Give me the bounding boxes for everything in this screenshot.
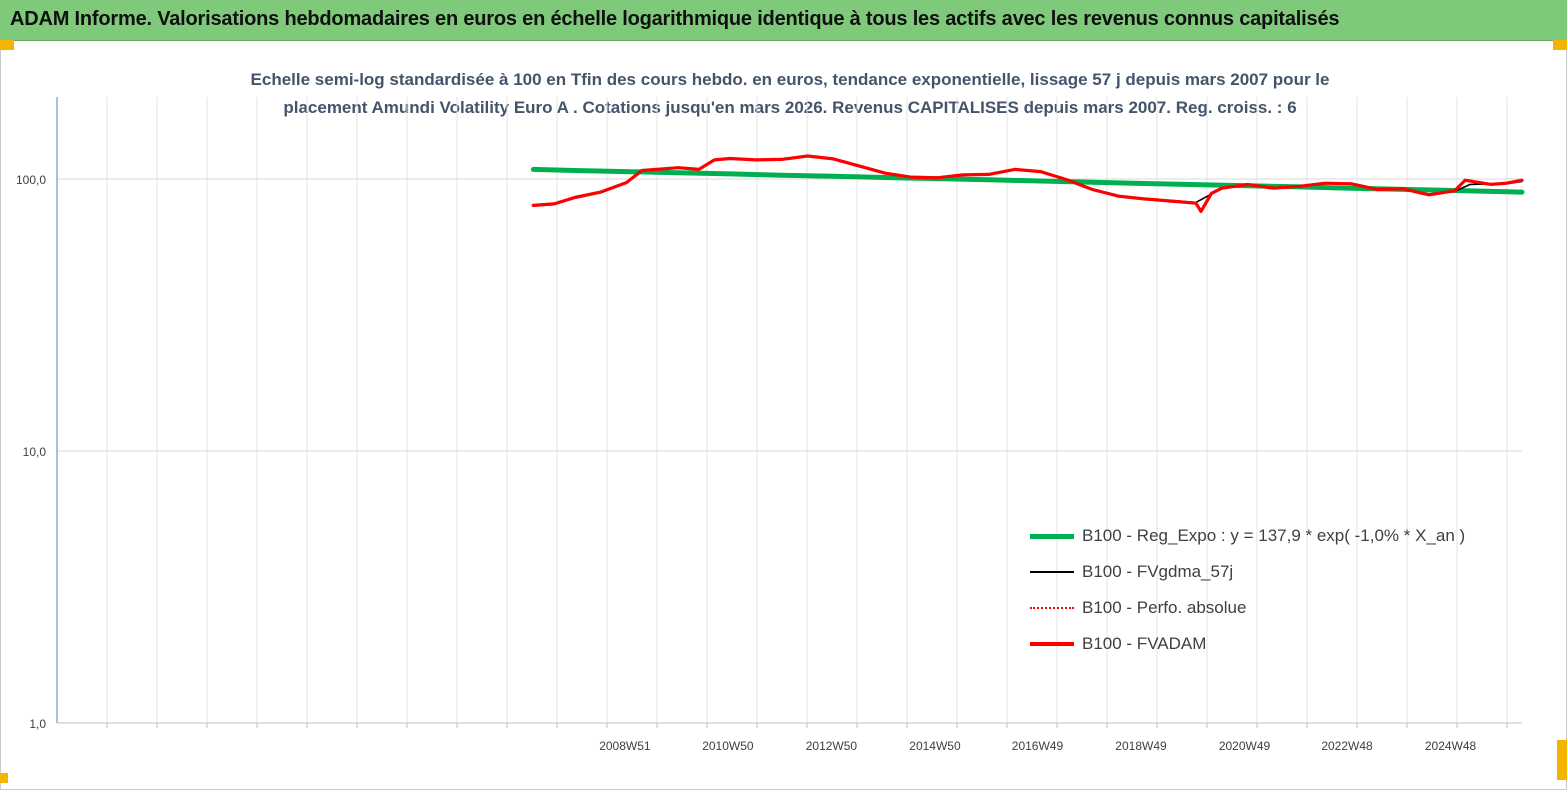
chart-legend: B100 - Reg_Expo : y = 137,9 * exp( -1,0%… bbox=[1030, 518, 1465, 662]
x-tick-label: 2012W50 bbox=[806, 739, 858, 753]
legend-item-perfo-absolue: B100 - Perfo. absolue bbox=[1030, 590, 1465, 626]
legend-swatch bbox=[1030, 571, 1074, 573]
chart-title-line-1: Echelle semi-log standardisée à 100 en T… bbox=[250, 70, 1330, 89]
chart-title: Echelle semi-log standardisée à 100 en T… bbox=[140, 66, 1440, 122]
y-tick-label: 100,0 bbox=[16, 173, 46, 187]
x-tick-label: 2014W50 bbox=[909, 739, 961, 753]
series-fvadam-line bbox=[531, 154, 1524, 213]
legend-label: B100 - Perfo. absolue bbox=[1082, 598, 1247, 617]
x-tick-label: 2022W48 bbox=[1321, 739, 1373, 753]
chart-title-line-2: placement Amundi Volatility Euro A . Cot… bbox=[283, 98, 1297, 117]
legend-swatch bbox=[1030, 607, 1074, 609]
legend-swatch bbox=[1030, 533, 1074, 539]
legend-item-fvadam: B100 - FVADAM bbox=[1030, 626, 1465, 662]
y-tick-label: 1,0 bbox=[29, 717, 46, 731]
x-tick-label: 2018W49 bbox=[1115, 739, 1167, 753]
corner-marker-top-left bbox=[0, 40, 14, 50]
x-tick-label: 2010W50 bbox=[702, 739, 754, 753]
legend-label: B100 - FVADAM bbox=[1082, 634, 1207, 653]
x-tick-label: 2016W49 bbox=[1012, 739, 1064, 753]
corner-marker-bottom-right bbox=[1557, 740, 1567, 780]
y-tick-label: 10,0 bbox=[23, 445, 47, 459]
header-bar: ADAM Informe. Valorisations hebdomadaire… bbox=[0, 0, 1567, 41]
legend-item-fvgdma: B100 - FVgdma_57j bbox=[1030, 554, 1465, 590]
x-tick-label: 2024W48 bbox=[1425, 739, 1477, 753]
legend-label: B100 - FVgdma_57j bbox=[1082, 562, 1234, 581]
x-tick-label: 2020W49 bbox=[1219, 739, 1271, 753]
corner-marker-top-right bbox=[1553, 40, 1567, 50]
legend-label: B100 - Reg_Expo : y = 137,9 * exp( -1,0%… bbox=[1082, 526, 1466, 545]
corner-marker-bottom-left bbox=[0, 773, 8, 783]
series-perfo-absolue-line bbox=[532, 155, 1523, 213]
legend-swatch bbox=[1030, 642, 1074, 646]
x-tick-label: 2008W51 bbox=[599, 739, 651, 753]
header-title: ADAM Informe. Valorisations hebdomadaire… bbox=[10, 8, 1340, 30]
legend-item-reg-expo: B100 - Reg_Expo : y = 137,9 * exp( -1,0%… bbox=[1030, 518, 1465, 554]
